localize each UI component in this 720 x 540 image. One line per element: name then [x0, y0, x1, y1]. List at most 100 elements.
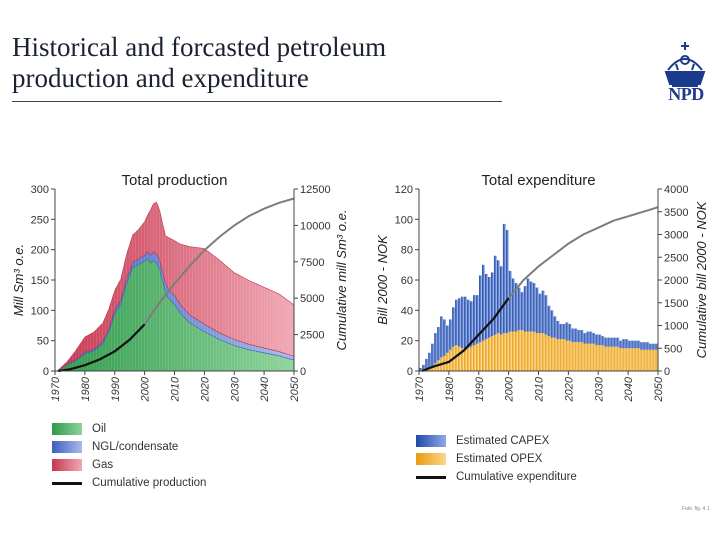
bar-capex — [616, 338, 619, 347]
bar-capex — [572, 329, 575, 343]
bar-opex — [631, 348, 634, 371]
x-tick-label: 2010 — [170, 376, 182, 402]
bar-opex — [512, 332, 515, 371]
bar-opex — [563, 339, 566, 371]
bar-opex — [587, 344, 590, 371]
production-chart: 0501001502002503000250050007500100001250… — [11, 172, 349, 402]
bar-capex — [604, 338, 607, 347]
legend-swatch-ngl — [52, 441, 82, 453]
bar-capex — [449, 319, 452, 349]
legend-label: NGL/condensate — [92, 438, 178, 456]
bar-opex — [596, 345, 599, 371]
bar-capex — [613, 338, 616, 347]
bar-opex — [634, 348, 637, 371]
bar-opex — [464, 350, 467, 371]
legend-swatch-capex — [416, 435, 446, 447]
bar-opex — [652, 350, 655, 371]
y-tick-label: 150 — [31, 275, 49, 287]
bar-opex — [491, 336, 494, 371]
bar-opex — [610, 347, 613, 371]
bar-capex — [458, 298, 461, 347]
bar-opex — [476, 344, 479, 371]
bar-opex — [485, 339, 488, 371]
bar-opex — [494, 335, 497, 371]
y2-tick-label: 1000 — [664, 321, 688, 333]
bar-capex — [464, 297, 467, 350]
bar-opex — [649, 350, 652, 371]
bar-capex — [533, 283, 536, 332]
x-tick-label: 2010 — [534, 376, 546, 402]
bar-opex — [518, 330, 521, 371]
bar-capex — [428, 353, 431, 368]
legend-swatch-oil — [52, 423, 82, 435]
bar-capex — [601, 336, 604, 345]
bar-opex — [536, 333, 539, 371]
y2-tick-label: 7500 — [300, 257, 324, 269]
bar-opex — [488, 338, 491, 371]
bar-capex — [584, 333, 587, 344]
bar-capex — [566, 322, 569, 340]
bar-capex — [440, 316, 443, 357]
bar-opex — [506, 333, 509, 371]
bar-opex — [643, 350, 646, 371]
bar-capex — [631, 341, 634, 349]
bar-capex — [542, 291, 545, 333]
bar-capex — [575, 329, 578, 343]
bar-capex — [610, 338, 613, 347]
bar-opex — [554, 338, 557, 371]
y2-tick-label: 1500 — [664, 298, 688, 310]
bar-capex — [506, 230, 509, 333]
bar-capex — [512, 278, 515, 331]
y-tick-label: 0 — [407, 366, 413, 378]
bar-opex — [593, 344, 596, 371]
bar-capex — [640, 342, 643, 350]
x-tick-label: 1970 — [50, 376, 62, 401]
y2-tick-label: 0 — [300, 366, 306, 378]
y-tick-label: 0 — [43, 366, 49, 378]
bar-capex — [488, 277, 491, 338]
legend-swatch-opex — [416, 453, 446, 465]
bar-opex — [604, 347, 607, 371]
bar-opex — [497, 333, 500, 371]
y2-tick-label: 2500 — [300, 330, 324, 342]
bar-capex — [563, 324, 566, 339]
bar-capex — [509, 271, 512, 332]
bar-opex — [533, 332, 536, 371]
y2-tick-label: 3000 — [664, 230, 688, 242]
bar-opex — [566, 341, 569, 371]
bar-capex — [494, 256, 497, 335]
bar-opex — [646, 350, 649, 371]
y2-tick-label: 5000 — [300, 293, 324, 305]
x-tick-label: 2020 — [563, 376, 575, 402]
bar-opex — [628, 348, 631, 371]
x-tick-label: 2000 — [504, 376, 516, 402]
y2-tick-label: 0 — [664, 366, 670, 378]
bar-capex — [625, 339, 628, 348]
bar-opex — [640, 350, 643, 371]
bar-opex — [616, 347, 619, 371]
x-tick-label: 2000 — [140, 376, 152, 402]
bar-opex — [601, 345, 604, 371]
bar-opex — [509, 332, 512, 371]
bar-opex — [584, 344, 587, 371]
x-tick-label: 1970 — [414, 376, 426, 401]
bar-opex — [581, 342, 584, 371]
bar-capex — [637, 341, 640, 349]
bar-opex — [458, 347, 461, 371]
bar-capex — [622, 339, 625, 348]
y2-tick-label: 10000 — [300, 220, 331, 232]
y2-axis-label: Cumulative mill Sm³ o.e. — [334, 210, 349, 351]
expenditure-chart: 0204060801001200500100015002000250030003… — [375, 172, 709, 402]
bar-opex — [530, 332, 533, 371]
bar-opex — [545, 335, 548, 371]
bar-capex — [607, 338, 610, 347]
x-tick-label: 1980 — [444, 376, 456, 401]
bar-capex — [557, 321, 560, 339]
y-tick-label: 200 — [31, 245, 49, 257]
y-tick-label: 250 — [31, 214, 49, 226]
bar-opex — [479, 342, 482, 371]
x-tick-label: 2030 — [229, 376, 241, 402]
bar-capex — [443, 319, 446, 355]
y2-tick-label: 12500 — [300, 184, 331, 196]
legend-line-cumulative — [416, 476, 446, 479]
